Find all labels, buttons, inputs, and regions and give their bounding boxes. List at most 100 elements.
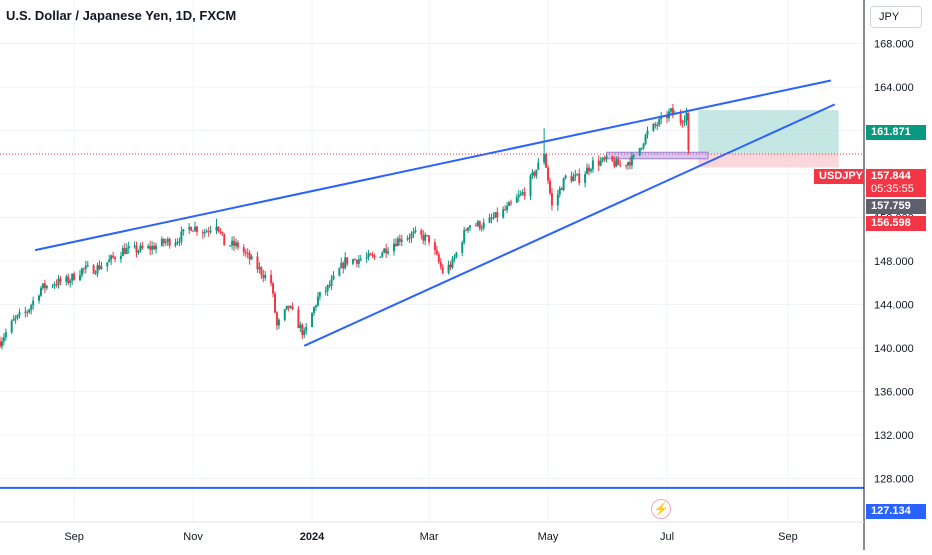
candle-body [233,240,236,246]
currency-selector[interactable]: JPY [870,6,922,28]
candle-body [406,237,409,240]
candle-body [80,268,83,276]
candle-body [642,143,645,148]
candle-body [98,265,101,270]
candle-body [190,227,193,231]
bid-price-badge: 157.759 [866,199,926,214]
candle-body [277,319,280,326]
candle-body [314,305,317,308]
price-tick-label: 164.000 [874,82,914,94]
candle-body [523,192,526,197]
candle-body [285,305,288,310]
candle-body [537,162,540,170]
candle-body [338,268,341,276]
candle-body [28,309,31,313]
candle-body [412,232,415,234]
candle-body [570,175,573,182]
candle-body [242,247,245,253]
candle-body [236,242,239,248]
candle-body [32,300,35,306]
candle-body [652,123,655,131]
candle-body [465,230,468,232]
candle-body [449,264,452,268]
candle-body [139,245,142,251]
candle-body [205,231,208,233]
candle-body [357,259,360,264]
candle-body [562,178,565,191]
candle-body [248,252,251,260]
candle-body [137,250,140,253]
candle-body [155,245,158,250]
candle-body [529,175,532,197]
candle-body [669,108,672,112]
candle-body [53,284,56,286]
candle-body [10,320,13,333]
candle-body [127,246,130,249]
candle-body [396,238,399,247]
flash-icon[interactable]: ⚡ [651,499,671,519]
candle-body [394,243,397,247]
candle-body [480,227,483,229]
candle-body [474,225,477,227]
candle-body [410,233,413,239]
candle-body [264,274,267,278]
candle-body [16,315,19,318]
candle-body [305,326,308,331]
candle-body [515,197,518,203]
grid-lines [0,0,864,522]
candle-body [687,112,690,151]
candle-body [685,112,688,121]
time-tick-label: Sep [64,531,84,543]
candle-body [519,193,522,196]
candle-body [273,293,276,313]
candle-body [543,154,546,163]
candle-body [490,217,493,219]
candle-body [164,241,167,244]
candle-body [584,174,587,183]
candle-body [681,122,684,124]
time-axis: Sep Nov 2024 Mar May Jul Sep [64,531,797,543]
candle-body [330,279,333,287]
candle-body [646,130,649,135]
candle-body [574,174,577,177]
candle-body [679,113,682,123]
candle-body [603,157,606,160]
candle-body [656,125,659,127]
candle-body [453,257,456,259]
candle-body [289,306,292,308]
candle-body [365,257,368,259]
candle-body [18,312,21,316]
candle-body [379,256,382,258]
time-tick-label: Mar [420,531,439,543]
candle-body [57,278,60,286]
candle-body [311,312,314,327]
last-price-badge: 157.844 05:35:55 [866,169,926,197]
candle-body [597,160,600,166]
price-tick-label: 148.000 [874,256,914,268]
candle-body [270,274,273,284]
candle-body [2,337,5,342]
candle-body [469,225,472,228]
candle-body [301,324,304,336]
candle-body [55,284,58,286]
candle-body [231,240,234,246]
candle-body [4,332,7,338]
candle-body [39,288,42,296]
candle-body [291,306,294,310]
candle-body [283,309,286,320]
candle-body [373,255,376,258]
time-tick-label: 2024 [300,531,325,543]
time-tick-label: Nov [183,531,203,543]
candle-body [106,262,109,267]
candle-body [654,123,657,126]
horizontal-line-badge: 127.134 [866,504,926,519]
candle-body [560,188,563,191]
candle-body [420,230,423,235]
candle-body [153,245,156,250]
candle-body [400,239,403,242]
candle-body [217,226,220,232]
candles [0,103,690,350]
candle-body [463,230,466,243]
